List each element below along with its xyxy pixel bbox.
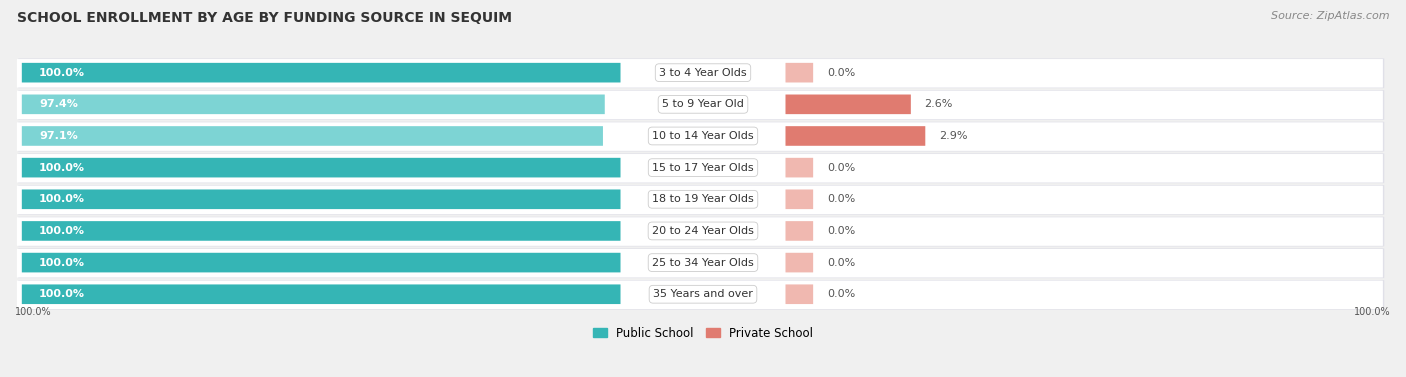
FancyBboxPatch shape xyxy=(786,221,813,241)
Text: 0.0%: 0.0% xyxy=(827,289,855,299)
FancyBboxPatch shape xyxy=(22,190,620,209)
FancyBboxPatch shape xyxy=(18,280,1385,310)
FancyBboxPatch shape xyxy=(18,248,1385,278)
FancyBboxPatch shape xyxy=(18,58,1385,88)
Text: 100.0%: 100.0% xyxy=(1354,307,1391,317)
FancyBboxPatch shape xyxy=(22,158,620,178)
Text: 100.0%: 100.0% xyxy=(39,226,86,236)
Text: 100.0%: 100.0% xyxy=(39,194,86,204)
FancyBboxPatch shape xyxy=(17,249,1384,277)
FancyBboxPatch shape xyxy=(17,123,1384,151)
FancyBboxPatch shape xyxy=(786,126,925,146)
FancyBboxPatch shape xyxy=(786,158,813,178)
FancyBboxPatch shape xyxy=(17,91,1384,119)
Text: 2.6%: 2.6% xyxy=(925,99,953,109)
Text: 100.0%: 100.0% xyxy=(39,289,86,299)
Text: 15 to 17 Year Olds: 15 to 17 Year Olds xyxy=(652,162,754,173)
FancyBboxPatch shape xyxy=(22,63,620,83)
Text: 0.0%: 0.0% xyxy=(827,226,855,236)
Legend: Public School, Private School: Public School, Private School xyxy=(588,322,818,344)
FancyBboxPatch shape xyxy=(17,217,1384,246)
Text: 18 to 19 Year Olds: 18 to 19 Year Olds xyxy=(652,194,754,204)
Text: 35 Years and over: 35 Years and over xyxy=(652,289,754,299)
Text: 97.1%: 97.1% xyxy=(39,131,77,141)
Text: 3 to 4 Year Olds: 3 to 4 Year Olds xyxy=(659,67,747,78)
FancyBboxPatch shape xyxy=(22,221,620,241)
Text: Source: ZipAtlas.com: Source: ZipAtlas.com xyxy=(1271,11,1389,21)
Text: 20 to 24 Year Olds: 20 to 24 Year Olds xyxy=(652,226,754,236)
FancyBboxPatch shape xyxy=(17,280,1384,309)
FancyBboxPatch shape xyxy=(17,154,1384,182)
FancyBboxPatch shape xyxy=(22,253,620,273)
FancyBboxPatch shape xyxy=(22,284,620,304)
Text: 100.0%: 100.0% xyxy=(39,257,86,268)
Text: 100.0%: 100.0% xyxy=(15,307,52,317)
FancyBboxPatch shape xyxy=(17,186,1384,214)
Text: 0.0%: 0.0% xyxy=(827,194,855,204)
FancyBboxPatch shape xyxy=(17,59,1384,87)
FancyBboxPatch shape xyxy=(18,217,1385,247)
FancyBboxPatch shape xyxy=(18,122,1385,152)
Text: SCHOOL ENROLLMENT BY AGE BY FUNDING SOURCE IN SEQUIM: SCHOOL ENROLLMENT BY AGE BY FUNDING SOUR… xyxy=(17,11,512,25)
Text: 100.0%: 100.0% xyxy=(39,67,86,78)
Text: 5 to 9 Year Old: 5 to 9 Year Old xyxy=(662,99,744,109)
Text: 2.9%: 2.9% xyxy=(939,131,967,141)
FancyBboxPatch shape xyxy=(786,284,813,304)
Text: 0.0%: 0.0% xyxy=(827,67,855,78)
FancyBboxPatch shape xyxy=(22,95,605,114)
FancyBboxPatch shape xyxy=(18,153,1385,183)
Text: 25 to 34 Year Olds: 25 to 34 Year Olds xyxy=(652,257,754,268)
Text: 97.4%: 97.4% xyxy=(39,99,77,109)
FancyBboxPatch shape xyxy=(786,95,911,114)
FancyBboxPatch shape xyxy=(786,253,813,273)
FancyBboxPatch shape xyxy=(18,185,1385,215)
FancyBboxPatch shape xyxy=(18,90,1385,120)
FancyBboxPatch shape xyxy=(786,190,813,209)
FancyBboxPatch shape xyxy=(786,63,813,83)
Text: 10 to 14 Year Olds: 10 to 14 Year Olds xyxy=(652,131,754,141)
Text: 0.0%: 0.0% xyxy=(827,162,855,173)
Text: 0.0%: 0.0% xyxy=(827,257,855,268)
Text: 100.0%: 100.0% xyxy=(39,162,86,173)
FancyBboxPatch shape xyxy=(22,126,603,146)
